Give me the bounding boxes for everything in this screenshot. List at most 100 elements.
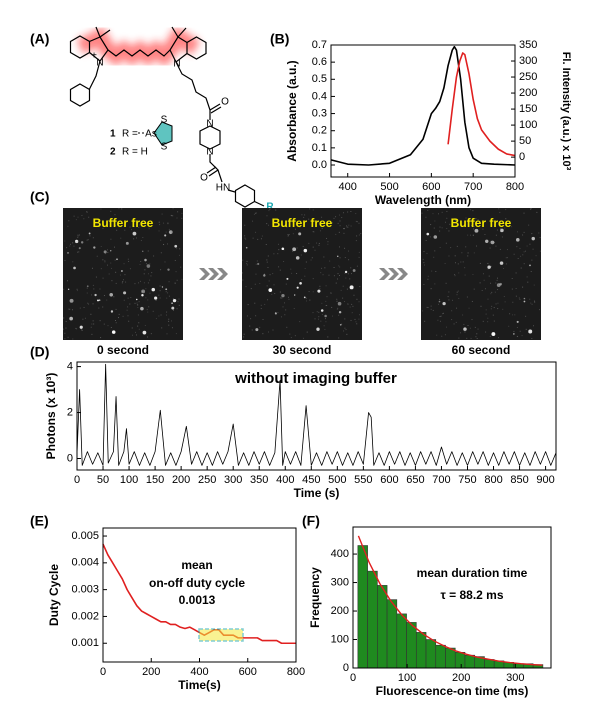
- noise: [495, 282, 497, 284]
- noise: [170, 214, 172, 216]
- noise: [458, 337, 460, 339]
- noise: [129, 268, 131, 270]
- noise: [454, 274, 456, 276]
- noise: [165, 314, 167, 316]
- noise: [293, 308, 295, 310]
- noise: [433, 256, 435, 258]
- noise: [446, 228, 448, 230]
- noise: [255, 273, 257, 275]
- noise: [346, 225, 348, 227]
- noise: [166, 311, 168, 313]
- noise: [348, 259, 350, 261]
- noise: [147, 273, 149, 275]
- noise: [158, 221, 160, 223]
- bond: [206, 166, 219, 177]
- noise: [327, 243, 329, 245]
- noise: [81, 329, 83, 331]
- y-tick-label: 0.3: [312, 107, 327, 119]
- noise: [142, 237, 144, 239]
- noise: [106, 264, 108, 266]
- noise: [523, 263, 525, 265]
- noise: [529, 243, 531, 245]
- noise: [494, 291, 496, 293]
- noise: [175, 333, 177, 335]
- compound-number: 1: [110, 129, 116, 140]
- noise: [493, 307, 495, 309]
- spot: [337, 301, 342, 306]
- noise: [261, 235, 263, 237]
- x-tick-label: 750: [458, 474, 476, 486]
- y-axis-label: Photons (x 10³): [44, 373, 58, 460]
- spot: [164, 234, 167, 237]
- noise: [435, 271, 437, 273]
- annotation: mean: [181, 558, 212, 572]
- bond: [171, 26, 187, 38]
- noise: [505, 209, 507, 211]
- noise: [525, 250, 527, 252]
- spot: [438, 300, 441, 303]
- y-tick-label: 0.4: [312, 90, 327, 102]
- noise: [300, 254, 302, 256]
- noise: [123, 263, 125, 265]
- noise: [439, 226, 441, 228]
- noise: [246, 315, 248, 317]
- x-tick-label: 400: [190, 666, 208, 678]
- noise: [277, 253, 279, 255]
- noise: [269, 274, 271, 276]
- x-tick-label: 650: [406, 474, 424, 486]
- noise: [333, 275, 335, 277]
- noise: [317, 318, 319, 320]
- noise: [429, 236, 431, 238]
- noise: [465, 246, 467, 248]
- noise: [92, 284, 94, 286]
- noise: [160, 269, 162, 271]
- noise: [531, 338, 533, 340]
- noise: [476, 338, 478, 340]
- noise: [159, 290, 161, 292]
- noise: [280, 297, 282, 299]
- noise: [122, 279, 124, 281]
- noise: [439, 315, 441, 317]
- spot: [292, 247, 297, 252]
- noise: [67, 336, 69, 338]
- noise: [346, 303, 348, 305]
- noise: [324, 329, 326, 331]
- noise: [133, 238, 135, 240]
- y-tick-label: 0.005: [71, 530, 99, 542]
- noise: [439, 298, 441, 300]
- y-tick-label: 100: [331, 633, 349, 645]
- noise: [520, 267, 522, 269]
- noise: [150, 333, 152, 335]
- noise: [127, 297, 129, 299]
- y-tick-label: 0.5: [312, 73, 327, 85]
- atom: N: [206, 119, 213, 130]
- noise: [177, 301, 179, 303]
- spot: [171, 306, 175, 310]
- spot: [293, 294, 296, 296]
- noise: [301, 279, 303, 281]
- spot: [116, 258, 118, 261]
- noise: [98, 307, 100, 309]
- noise: [79, 307, 81, 309]
- noise: [71, 309, 73, 311]
- x-tick-label: 100: [398, 672, 416, 684]
- spot: [132, 231, 137, 236]
- noise: [69, 243, 71, 245]
- noise: [336, 298, 338, 300]
- spot: [303, 248, 308, 253]
- atom: N: [173, 59, 180, 70]
- noise: [470, 337, 472, 339]
- data-line: [447, 52, 516, 157]
- noise: [124, 229, 126, 231]
- noise: [463, 323, 465, 325]
- noise: [523, 231, 525, 233]
- noise: [511, 288, 513, 290]
- noise: [160, 239, 162, 241]
- noise: [137, 306, 139, 308]
- y2-tick-label: 150: [519, 103, 537, 115]
- noise: [127, 258, 129, 260]
- noise: [350, 319, 352, 321]
- noise: [530, 208, 532, 210]
- noise: [496, 279, 498, 281]
- noise: [321, 302, 323, 304]
